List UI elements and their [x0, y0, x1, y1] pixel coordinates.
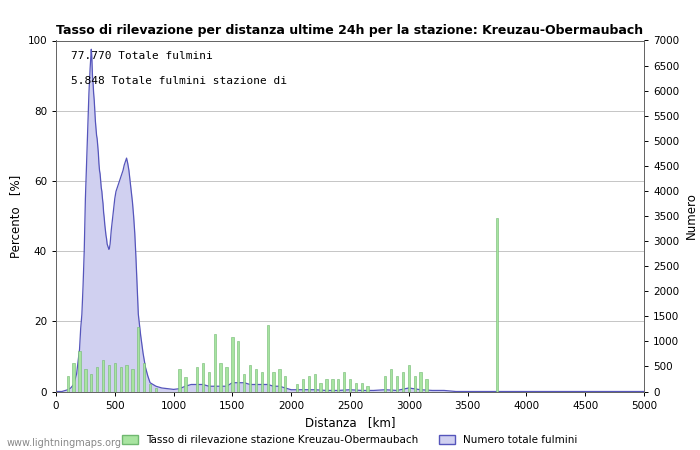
Bar	[249, 365, 251, 392]
Legend: Tasso di rilevazione stazione Kreuzau-Obermaubach, Numero totale fulmini: Tasso di rilevazione stazione Kreuzau-Ob…	[118, 431, 582, 450]
Bar	[337, 379, 340, 392]
Bar	[155, 388, 157, 392]
Bar	[237, 341, 239, 392]
Bar	[143, 364, 146, 392]
Y-axis label: Percento   [%]: Percento [%]	[9, 174, 22, 257]
Bar	[243, 374, 245, 392]
Bar	[120, 367, 122, 392]
Bar	[384, 376, 386, 392]
Bar	[96, 367, 98, 392]
Bar	[407, 365, 410, 392]
Bar	[302, 379, 304, 392]
Bar	[396, 376, 398, 392]
Text: 77.770 Totale fulmini: 77.770 Totale fulmini	[71, 51, 213, 61]
Bar	[220, 364, 222, 392]
Bar	[279, 369, 281, 392]
Bar	[225, 367, 228, 392]
Bar	[496, 218, 498, 392]
Bar	[360, 382, 363, 392]
Bar	[196, 367, 198, 392]
Bar	[390, 369, 392, 392]
Bar	[125, 365, 127, 392]
Bar	[66, 376, 69, 392]
Bar	[202, 364, 204, 392]
Bar	[349, 379, 351, 392]
Bar	[355, 382, 357, 392]
Bar	[132, 369, 134, 392]
Bar	[73, 364, 75, 392]
Title: Tasso di rilevazione per distanza ultime 24h per la stazione: Kreuzau-Obermaubac: Tasso di rilevazione per distanza ultime…	[57, 23, 643, 36]
Bar	[214, 333, 216, 392]
Bar	[426, 379, 428, 392]
Bar	[284, 376, 286, 392]
Bar	[108, 365, 110, 392]
Bar	[314, 374, 316, 392]
X-axis label: Distanza   [km]: Distanza [km]	[304, 416, 395, 429]
Bar	[255, 369, 257, 392]
Bar	[296, 384, 298, 392]
Bar	[113, 364, 116, 392]
Bar	[272, 372, 274, 392]
Bar	[343, 372, 345, 392]
Bar	[90, 374, 92, 392]
Bar	[102, 360, 104, 392]
Text: 5.848 Totale fulmini stazione di: 5.848 Totale fulmini stazione di	[71, 76, 287, 86]
Bar	[331, 379, 333, 392]
Bar	[319, 382, 322, 392]
Bar	[149, 384, 151, 392]
Bar	[84, 369, 87, 392]
Text: www.lightningmaps.org: www.lightningmaps.org	[7, 438, 122, 448]
Bar	[184, 378, 186, 392]
Bar	[402, 372, 404, 392]
Bar	[326, 379, 328, 392]
Bar	[137, 327, 139, 392]
Bar	[414, 376, 416, 392]
Bar	[178, 369, 181, 392]
Y-axis label: Numero: Numero	[685, 193, 698, 239]
Bar	[308, 376, 310, 392]
Bar	[267, 325, 269, 392]
Bar	[208, 372, 210, 392]
Bar	[260, 372, 263, 392]
Bar	[419, 372, 421, 392]
Bar	[367, 386, 369, 391]
Bar	[78, 351, 81, 392]
Bar	[231, 337, 234, 392]
